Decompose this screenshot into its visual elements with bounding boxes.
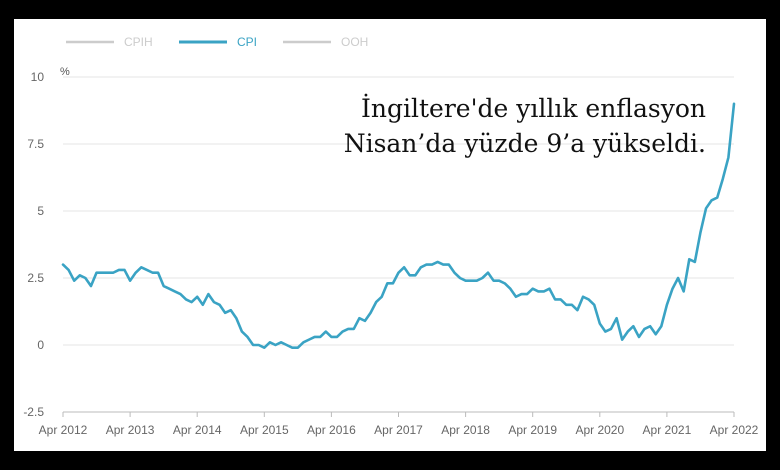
headline-line-2: Nisan’da yüzde 9’a yükseldi. — [343, 129, 706, 158]
series-layer — [61, 102, 736, 349]
x-tick-label: Apr 2012 — [39, 423, 88, 437]
y-tick-label: 5 — [37, 204, 44, 218]
y-axis-unit: % — [60, 66, 70, 78]
headline-annotation: İngiltere'de yıllık enflasyon Nisan’da y… — [344, 91, 706, 161]
x-tick-label: Apr 2015 — [240, 423, 289, 437]
legend-item-cpi[interactable]: CPI — [179, 35, 257, 49]
legend[interactable]: CPIH CPI OOH — [66, 35, 368, 49]
y-tick-label: 2.5 — [27, 271, 44, 285]
x-tick-label: Apr 2014 — [173, 423, 222, 437]
x-tick-label: Apr 2022 — [710, 423, 759, 437]
x-tick-label: Apr 2017 — [374, 423, 423, 437]
x-tick-label: Apr 2020 — [575, 423, 624, 437]
line-chart: Apr 2012 Apr 2013 Apr 2014 Apr 2015 Apr 2016… — [23, 35, 759, 437]
series-line-cpi — [61, 102, 736, 349]
y-tick-label: -2.5 — [23, 405, 44, 419]
x-tick-label: Apr 2018 — [441, 423, 490, 437]
chart-frame: Apr 2012 Apr 2013 Apr 2014 Apr 2015 Apr 2016… — [14, 19, 766, 451]
legend-item-cpih[interactable]: CPIH — [66, 35, 153, 49]
headline-line-1: İngiltere'de yıllık enflasyon — [361, 94, 706, 123]
legend-item-ooh[interactable]: OOH — [283, 35, 368, 49]
x-tick-label: Apr 2019 — [508, 423, 557, 437]
x-axis: Apr 2012 Apr 2013 Apr 2014 Apr 2015 Apr 2016… — [39, 411, 759, 437]
y-tick-label: 7.5 — [27, 137, 44, 151]
y-tick-label: 10 — [31, 70, 45, 84]
x-tick-label: Apr 2021 — [643, 423, 692, 437]
legend-label: CPI — [237, 35, 257, 49]
x-tick-label: Apr 2013 — [106, 423, 155, 437]
legend-label: CPIH — [124, 35, 153, 49]
legend-label: OOH — [341, 35, 368, 49]
y-tick-label: 0 — [37, 338, 44, 352]
y-axis: 10 7.5 5 2.5 0 -2.5% — [23, 66, 70, 419]
x-tick-label: Apr 2016 — [307, 423, 356, 437]
